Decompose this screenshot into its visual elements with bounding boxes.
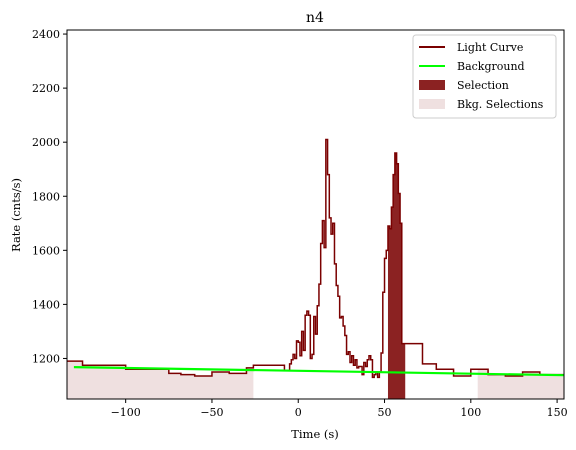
legend-selection-label: Selection [457, 79, 509, 92]
light-curve-line [67, 138, 564, 379]
selection-layer [387, 153, 406, 399]
x-tick-label: −100 [111, 406, 141, 419]
x-tick-label: 150 [547, 406, 568, 419]
x-axis-label: Time (s) [291, 427, 339, 441]
legend-light-curve-label: Light Curve [457, 41, 523, 54]
legend-box [412, 34, 557, 119]
x-tick-label: −50 [200, 406, 223, 419]
bkg-selection-layer [67, 361, 564, 399]
legend-bkg-selections-swatch [419, 99, 445, 109]
selection-region [387, 153, 406, 399]
x-ticks: −100 −50 0 50 100 150 [111, 399, 568, 419]
y-tick-label: 1800 [32, 190, 60, 203]
y-tick-label: 2200 [32, 82, 60, 95]
y-ticks: 1200 1400 1600 1800 2000 2200 2400 [32, 28, 67, 365]
y-axis-label: Rate (cnts/s) [9, 178, 23, 252]
bkg-selection-region-0 [67, 361, 254, 399]
y-tick-label: 2000 [32, 136, 60, 149]
y-tick-label: 1200 [32, 352, 60, 365]
legend-bkg-selections-label: Bkg. Selections [457, 98, 544, 111]
chart-title: n4 [306, 10, 324, 26]
plot-area-frame [66, 29, 565, 400]
x-tick-label: 50 [378, 406, 392, 419]
background-line [73, 366, 564, 377]
x-tick-label: 100 [460, 406, 481, 419]
legend-selection-swatch [419, 80, 445, 90]
legend-background-label: Background [457, 60, 525, 73]
y-tick-label: 1400 [32, 298, 60, 311]
y-tick-label: 1600 [32, 244, 60, 257]
legend: Light Curve Background Selection Bkg. Se… [412, 34, 557, 119]
y-tick-label: 2400 [32, 28, 60, 41]
x-tick-label: 0 [295, 406, 302, 419]
series-layer [67, 138, 564, 379]
bkg-selection-region-1 [477, 369, 564, 399]
